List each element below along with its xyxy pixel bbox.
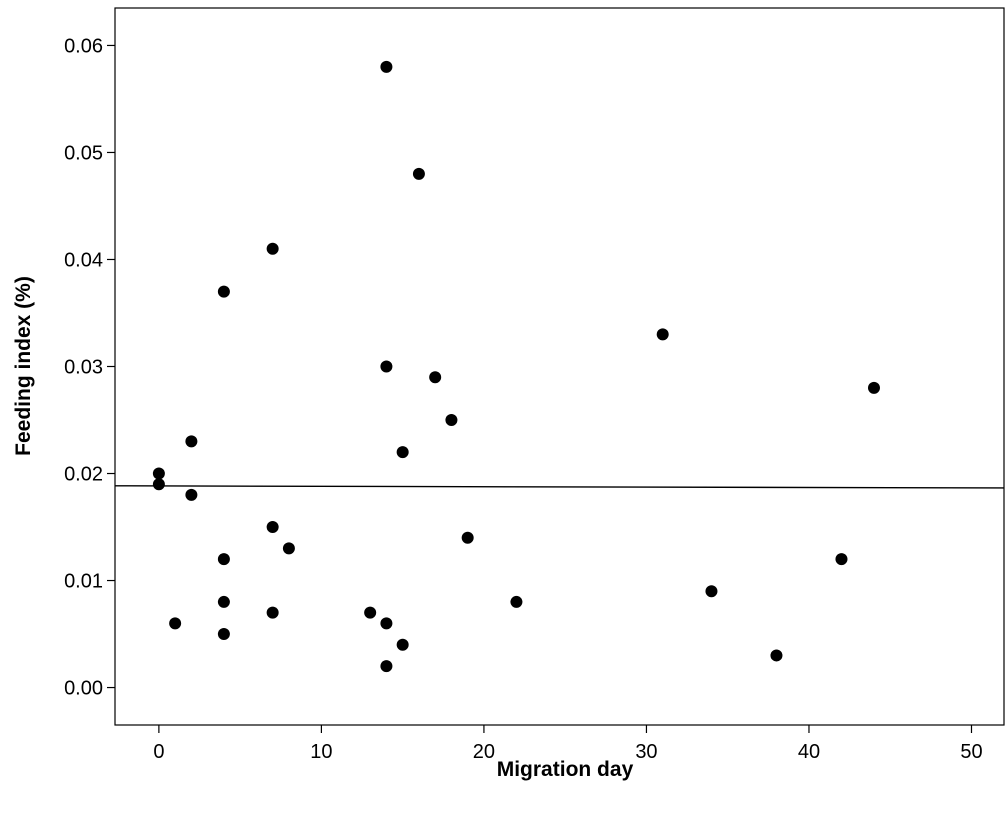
x-tick-label: 20 (473, 741, 495, 763)
data-point (380, 660, 392, 672)
data-point (462, 532, 474, 544)
x-axis-title: Migration day (497, 758, 634, 781)
data-point (835, 553, 847, 565)
data-point (218, 553, 230, 565)
y-tick-label: 0.02 (64, 464, 103, 486)
data-point (657, 328, 669, 340)
y-axis: 0.00 0.01 0.02 0.03 0.04 0.05 0.06 (64, 35, 115, 699)
data-point (397, 446, 409, 458)
data-point (267, 607, 279, 619)
data-point (868, 382, 880, 394)
y-tick-label: 0.06 (64, 35, 103, 57)
data-points (153, 61, 880, 672)
data-point (169, 617, 181, 629)
x-tick-label: 0 (153, 741, 164, 763)
regression-line (115, 486, 1004, 488)
data-point (364, 607, 376, 619)
y-axis-title: Feeding index (%) (12, 276, 35, 456)
x-tick-label: 40 (798, 741, 820, 763)
data-point (267, 243, 279, 255)
y-tick-label: 0.04 (64, 249, 103, 271)
data-point (413, 168, 425, 180)
data-point (153, 478, 165, 490)
data-point (185, 489, 197, 501)
data-point (705, 585, 717, 597)
data-point (397, 639, 409, 651)
x-tick-label: 10 (310, 741, 332, 763)
data-point (185, 435, 197, 447)
y-tick-label: 0.05 (64, 142, 103, 164)
data-point (380, 617, 392, 629)
data-point (283, 542, 295, 554)
y-tick-label: 0.01 (64, 571, 103, 593)
x-tick-label: 50 (960, 741, 982, 763)
y-tick-label: 0.00 (64, 678, 103, 700)
data-point (218, 628, 230, 640)
data-point (218, 596, 230, 608)
data-point (218, 286, 230, 298)
x-tick-label: 30 (635, 741, 657, 763)
data-point (153, 468, 165, 480)
data-point (445, 414, 457, 426)
data-point (510, 596, 522, 608)
data-point (770, 649, 782, 661)
data-point (429, 371, 441, 383)
data-point (267, 521, 279, 533)
data-point (380, 361, 392, 373)
data-point (380, 61, 392, 73)
plot-frame (115, 8, 1004, 725)
y-tick-label: 0.03 (64, 357, 103, 379)
